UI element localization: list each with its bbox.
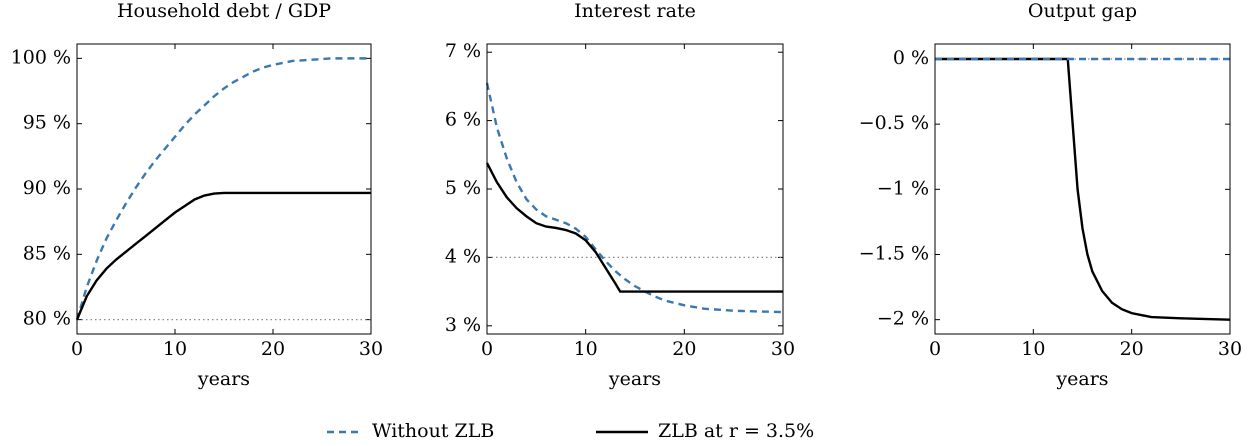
y-tick-label: 0 % bbox=[893, 47, 929, 69]
series-line bbox=[485, 82, 784, 314]
chart-title: Household debt / GDP bbox=[117, 0, 331, 22]
x-tick-label: 10 bbox=[163, 338, 187, 360]
y-tick-label: 3 % bbox=[445, 314, 481, 336]
x-tick-label: 20 bbox=[1120, 338, 1144, 360]
series-line bbox=[75, 191, 371, 321]
y-tick-label: −1.5 % bbox=[859, 242, 929, 264]
y-tick-label: 90 % bbox=[23, 177, 71, 199]
y-tick-label: 5 % bbox=[445, 177, 481, 199]
x-tick-label: 0 bbox=[481, 338, 493, 360]
x-tick-label: 0 bbox=[929, 338, 941, 360]
x-tick-label: 20 bbox=[672, 338, 696, 360]
series-line bbox=[75, 57, 371, 320]
x-tick-label: 10 bbox=[1021, 338, 1045, 360]
x-tick-label: 30 bbox=[771, 338, 795, 360]
plot-frame bbox=[486, 43, 784, 335]
y-tick-label: 100 % bbox=[11, 46, 71, 68]
chart-title: Output gap bbox=[1028, 0, 1137, 22]
plot-frame bbox=[934, 43, 1231, 335]
x-tick-label: 0 bbox=[71, 338, 83, 360]
legend-label: Without ZLB bbox=[372, 420, 494, 442]
plot-frame bbox=[76, 43, 372, 335]
y-tick-label: 7 % bbox=[445, 40, 481, 62]
x-tick-label: 20 bbox=[261, 338, 285, 360]
x-axis-label: years bbox=[1055, 368, 1108, 390]
series-line bbox=[935, 57, 1231, 321]
y-tick-label: 6 % bbox=[445, 109, 481, 131]
y-tick-label: −2 % bbox=[877, 308, 929, 330]
x-tick-label: 30 bbox=[359, 338, 383, 360]
x-tick-label: 10 bbox=[574, 338, 598, 360]
series-line bbox=[485, 162, 783, 293]
y-tick-label: 95 % bbox=[23, 112, 71, 134]
y-tick-label: −1 % bbox=[877, 177, 929, 199]
y-tick-label: 85 % bbox=[23, 242, 71, 264]
x-axis-label: years bbox=[197, 368, 250, 390]
chart-title: Interest rate bbox=[574, 0, 696, 22]
y-tick-label: 80 % bbox=[23, 308, 71, 330]
y-tick-label: 4 % bbox=[445, 245, 481, 267]
x-axis-label: years bbox=[608, 368, 661, 390]
legend-label: ZLB at r = 3.5% bbox=[658, 420, 814, 442]
x-tick-label: 30 bbox=[1218, 338, 1242, 360]
y-tick-label: −0.5 % bbox=[859, 112, 929, 134]
